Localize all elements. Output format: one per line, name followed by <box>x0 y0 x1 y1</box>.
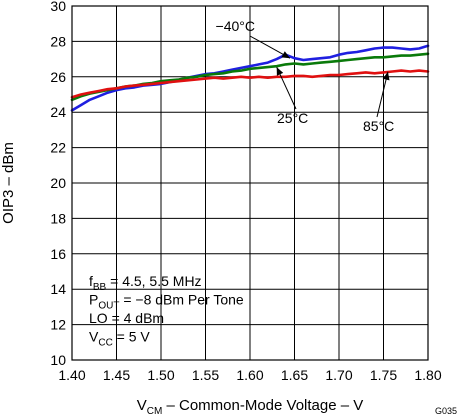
annotation-rest: = −8 dBm Per Tone <box>119 292 243 308</box>
y-tick-label: 12 <box>50 317 66 333</box>
annotation-sub: BB <box>93 282 107 293</box>
x-tick-label: 1.75 <box>370 367 397 383</box>
series-label-1: 25°C <box>277 110 308 126</box>
x-tick-label: 1.40 <box>58 367 85 383</box>
y-tick-label: 28 <box>50 33 66 49</box>
y-tick-label: 30 <box>50 0 66 14</box>
annotation-line-3: VCC = 5 V <box>89 329 150 349</box>
annotation-line-1: POUT = −8 dBm Per Tone <box>89 292 244 312</box>
series-line-0 <box>70 44 430 112</box>
annotation-sub: OUT <box>98 301 119 312</box>
x-axis-title: VCM – Common-Mode Voltage – V <box>137 397 364 417</box>
y-tick-label: 16 <box>50 246 66 262</box>
x-tick-label: 1.55 <box>192 367 219 383</box>
x-axis-title-main: V <box>137 397 147 414</box>
annotation-sub: CC <box>98 338 112 349</box>
plot-frame <box>71 5 429 361</box>
x-tick-label: 1.50 <box>147 367 174 383</box>
y-tick-label: 10 <box>50 352 66 368</box>
x-tick-label: 1.45 <box>103 367 130 383</box>
y-tick-label: 22 <box>50 140 66 156</box>
series-label-arrowhead-2 <box>382 71 390 81</box>
x-tick-label: 1.70 <box>325 367 352 383</box>
y-tick-labels: 10 12 14 16 18 20 22 24 26 28 30 <box>50 0 66 368</box>
y-tick-label: 20 <box>50 175 66 191</box>
annotation-line-2: LO = 4 dBm <box>89 310 164 326</box>
series-labels: −40°C 25°C 85°C <box>216 18 395 134</box>
y-tick-label: 24 <box>50 104 66 120</box>
series-layer <box>70 44 430 112</box>
x-tick-labels: 1.40 1.45 1.50 1.55 1.60 1.65 1.70 1.75 1.80 <box>58 367 441 383</box>
y-tick-label: 26 <box>50 69 66 85</box>
annotation-rest: = 5 V <box>113 329 151 345</box>
series-label-0: −40°C <box>216 18 255 34</box>
x-tick-label: 1.65 <box>281 367 308 383</box>
y-tick-label: 14 <box>50 281 66 297</box>
annotation-main: LO = 4 dBm <box>89 310 164 326</box>
x-axis-title-sub: CM <box>147 406 163 417</box>
annotation-line-0: fBB = 4.5, 5.5 MHz <box>89 273 202 293</box>
series-line-2 <box>70 69 430 99</box>
annotation-main: P <box>89 292 98 308</box>
annotation-main: f <box>89 273 93 289</box>
annotation-main: V <box>89 329 99 345</box>
series-label-arrowhead-0 <box>281 51 291 59</box>
annotation-rest: = 4.5, 5.5 MHz <box>106 273 201 289</box>
x-tick-label: 1.60 <box>236 367 263 383</box>
y-axis-title: OIP3 – dBm <box>0 142 17 224</box>
series-label-arrowhead-1 <box>276 67 284 76</box>
x-axis-title-rest: – Common-Mode Voltage – V <box>162 397 363 414</box>
figure-id: G035 <box>435 406 457 416</box>
x-tick-label: 1.80 <box>414 367 441 383</box>
series-label-2: 85°C <box>363 118 394 134</box>
y-tick-label: 18 <box>50 210 66 226</box>
